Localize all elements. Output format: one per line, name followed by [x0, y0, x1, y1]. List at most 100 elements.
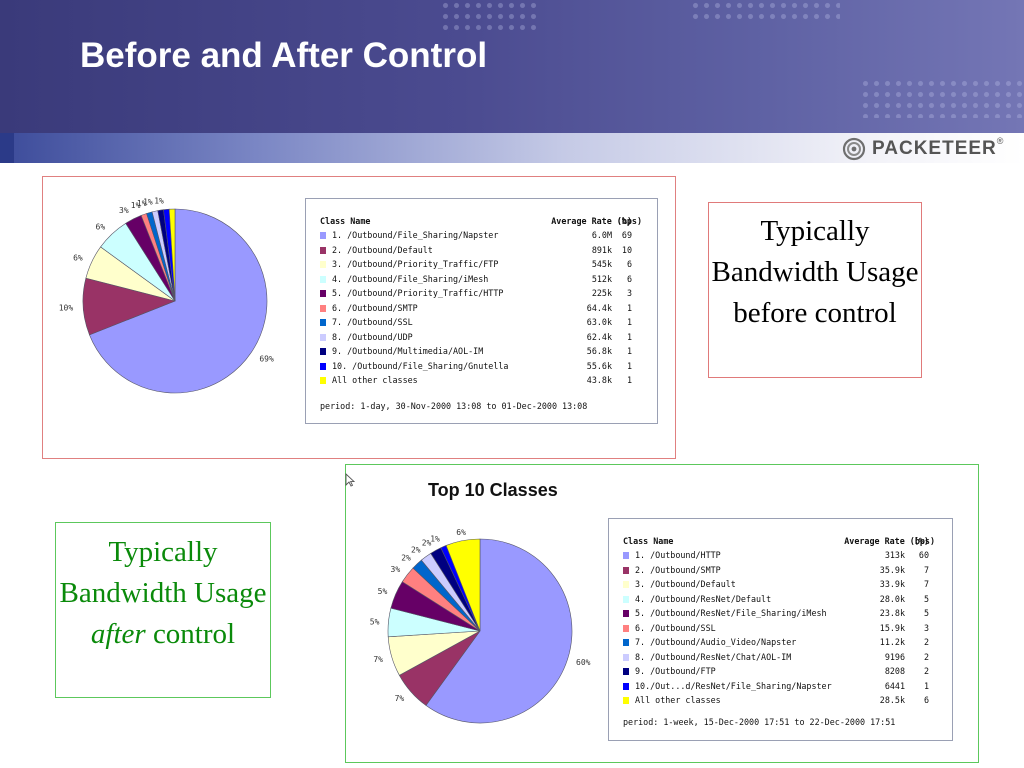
before-pie-chart: 69%10%6%6%3%1%1%1% 1% [59, 196, 274, 394]
caption-after-text: Typically Bandwidth Usage [59, 536, 267, 609]
legend-percent: 1 [626, 317, 632, 327]
legend-row: 8. /Outbound/ResNet/Chat/AOL-IM 9196 2 [609, 652, 952, 664]
legend-class-name: 5. /Outbound/Priority_Traffic/HTTP [332, 288, 504, 298]
legend-percent: 1 [626, 375, 632, 385]
pie-slice-label: 5% [378, 587, 388, 596]
legend-percent: 6 [626, 259, 632, 269]
legend-swatch [320, 377, 326, 384]
legend-row: 9. /Outbound/FTP 8208 2 [609, 666, 952, 678]
pie-slice-label: 1% [131, 201, 141, 210]
legend-percent: 6 [923, 695, 929, 705]
legend-swatch [623, 697, 629, 704]
legend-swatch [320, 232, 326, 239]
legend-percent: 3 [626, 288, 632, 298]
legend-row: 6. /Outbound/SSL 15.9k 3 [609, 623, 952, 635]
legend-rate: 63.0k [586, 317, 612, 327]
legend-rate: 6441 [884, 680, 905, 691]
legend-row: 8. /Outbound/UDP 62.4k 1 [306, 332, 657, 344]
legend-swatch [320, 275, 326, 283]
caption-after-end: control [145, 618, 236, 650]
legend-percent: 60 [918, 550, 929, 560]
legend-header-percent: (%) [616, 216, 632, 226]
legend-row: 3. /Outbound/Priority_Traffic/FTP 545k 6 [306, 259, 657, 271]
legend-row: 7. /Outbound/Audio_Video/Napster 11.2k 2 [609, 637, 952, 649]
header-dot-pattern [860, 78, 1024, 118]
legend-rate: 225k [591, 288, 612, 298]
legend-header-name: Class Name [623, 536, 674, 546]
legend-class-name: All other classes [635, 695, 721, 705]
legend-swatch [623, 581, 629, 588]
legend-rate: 9196 [884, 651, 905, 662]
pie-slice-label: 2% [401, 553, 411, 562]
legend-class-name: 6. /Outbound/SSL [635, 622, 716, 633]
legend-header: Class Name Average Rate (bps) (%) [609, 536, 952, 548]
header-dot-pattern [690, 0, 840, 22]
legend-rate: 545k [591, 259, 612, 269]
pie-slice-label: 1% [137, 199, 147, 208]
legend-rate: 35.9k [879, 564, 905, 575]
mouse-cursor-icon [345, 473, 355, 487]
legend-header-rate: Average Rate (bps) [551, 216, 642, 226]
legend-row: 9. /Outbound/Multimedia/AOL-IM 56.8k 1 [306, 346, 657, 358]
legend-swatch [623, 639, 629, 646]
legend-swatch [320, 304, 326, 312]
legend-class-name: 10. /Outbound/File_Sharing/Gnutella [332, 360, 509, 371]
legend-row: 2. /Outbound/Default 891k 10 [306, 245, 657, 257]
after-chart-title: Top 10 Classes [428, 480, 558, 500]
legend-swatch [320, 362, 326, 370]
legend-rate: 313k [884, 550, 905, 560]
legend-row: 5. /Outbound/ResNet/File_Sharing/iMesh 23… [609, 608, 952, 620]
legend-class-name: 3. /Outbound/Default [635, 579, 736, 589]
legend-row: 1. /Outbound/HTTP 313k 60 [609, 550, 952, 562]
after-legend: Class Name Average Rate (bps) (%) 1. /Outbo… [608, 518, 953, 741]
pie-slice [89, 208, 268, 394]
after-control-panel [345, 464, 979, 763]
legend-rate: 512k [591, 273, 612, 284]
legend-header: Class Name Average Rate (bps) (%) [306, 216, 657, 228]
legend-header-percent: (%) [913, 536, 929, 546]
legend-swatch [623, 566, 629, 574]
legend-percent: 2 [923, 637, 929, 647]
caption-after-emphasis: after [90, 618, 146, 650]
pie-slice-label: 6% [96, 223, 106, 232]
legend-rate: 43.8k [586, 375, 612, 385]
legend-rate: 62.4k [586, 331, 612, 342]
legend-class-name: 4. /Outbound/File_Sharing/iMesh [332, 273, 489, 284]
legend-rate: 28.5k [879, 695, 905, 705]
legend-class-name: All other classes [332, 375, 418, 385]
pie-slice [425, 538, 573, 724]
legend-rate: 56.8k [586, 346, 612, 356]
pie-slice [445, 538, 481, 632]
pie-slice-label: 3% [391, 565, 401, 574]
legend-row: 6. /Outbound/SMTP 64.4k 1 [306, 303, 657, 315]
legend-class-name: 8. /Outbound/ResNet/Chat/AOL-IM [635, 651, 792, 662]
before-control-panel [42, 176, 676, 459]
legend-rate: 8208 [884, 666, 905, 676]
legend-swatch [320, 319, 326, 326]
legend-row: 5. /Outbound/Priority_Traffic/HTTP 225k 3 [306, 288, 657, 300]
pie-slice-label: 2% [422, 538, 432, 547]
legend-class-name: 1. /Outbound/File_Sharing/Napster [332, 230, 499, 240]
legend-swatch [623, 610, 629, 617]
pie-slice-label: 60% [576, 658, 591, 667]
legend-swatch [623, 552, 629, 559]
legend-row: 3. /Outbound/Default 33.9k 7 [609, 579, 952, 591]
slide-header: Before and After Control [0, 0, 1024, 133]
pie-slice-label: 10% [59, 303, 74, 312]
pie-slice-label: 6% [73, 254, 83, 263]
pie-slice-label: 6% [456, 528, 466, 537]
legend-percent: 1 [626, 346, 632, 356]
packeteer-logo-icon [842, 137, 866, 161]
legend-row: All other classes 43.8k 1 [306, 375, 657, 387]
legend-row: 1. /Outbound/File_Sharing/Napster 6.0M 69 [306, 230, 657, 242]
legend-percent: 69 [621, 230, 632, 240]
legend-rate: 23.8k [879, 608, 905, 618]
legend-row: All other classes 28.5k 6 [609, 695, 952, 707]
legend-class-name: 8. /Outbound/UDP [332, 331, 413, 342]
logo-text: PACKETEER [872, 138, 997, 159]
legend-class-name: 2. /Outbound/Default [332, 244, 433, 255]
legend-percent: 1 [626, 302, 632, 313]
caption-before: Typically Bandwidth Usage before control [708, 202, 922, 378]
legend-class-name: 7. /Outbound/SSL [332, 317, 413, 327]
legend-percent: 6 [626, 273, 632, 284]
